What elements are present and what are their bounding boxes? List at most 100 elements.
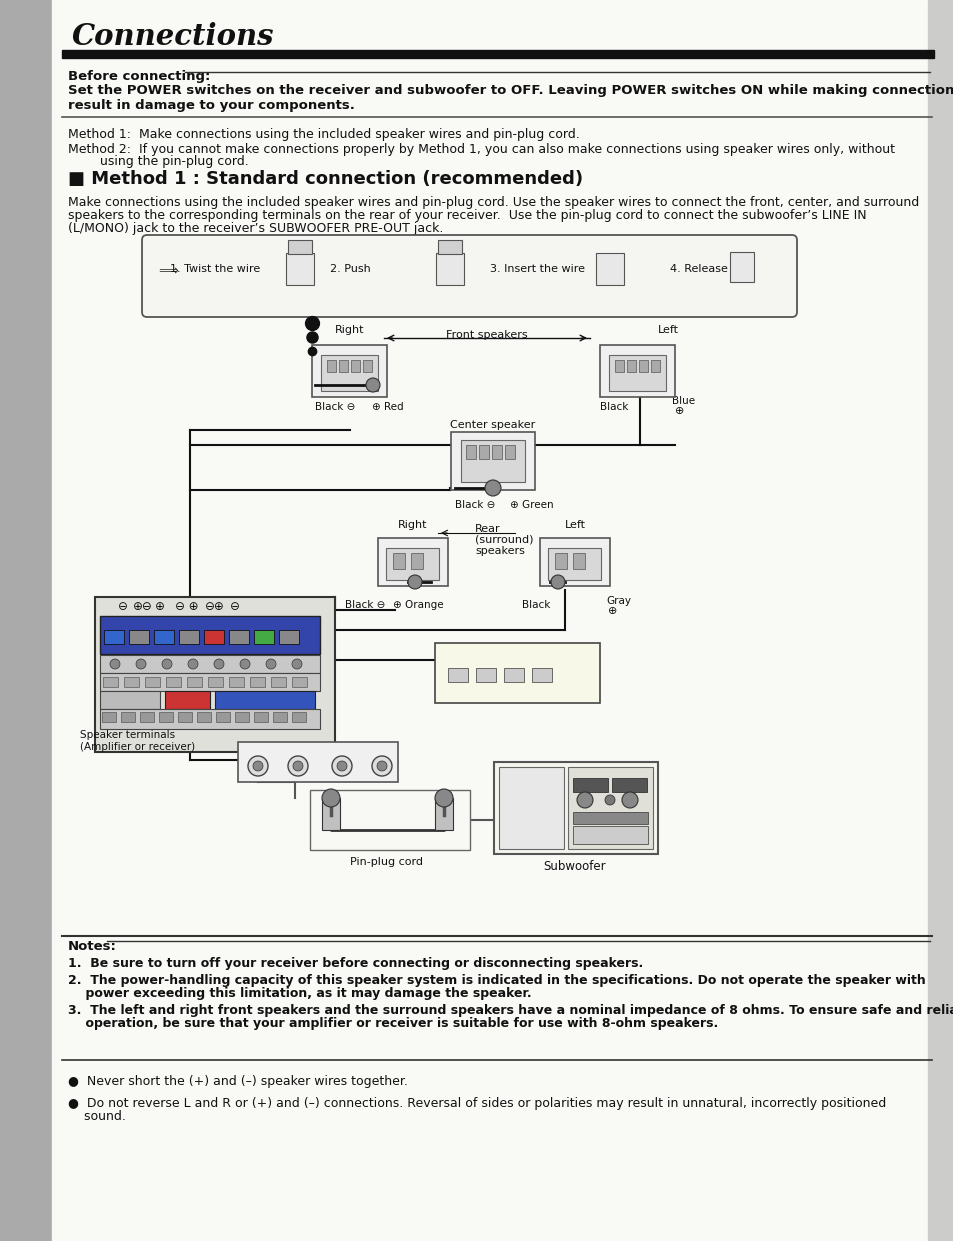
Bar	[386, 549, 438, 580]
Circle shape	[372, 756, 392, 776]
Text: ⟹: ⟹	[158, 264, 177, 278]
Bar	[478, 446, 489, 459]
Text: ⊕: ⊕	[607, 606, 617, 616]
Bar	[229, 630, 249, 644]
Circle shape	[366, 379, 379, 392]
Bar	[573, 827, 647, 844]
Circle shape	[408, 575, 421, 589]
Text: Center speaker: Center speaker	[450, 419, 535, 429]
Text: Method 1:  Make connections using the included speaker wires and pin-plug cord.: Method 1: Make connections using the inc…	[68, 128, 579, 141]
Text: speakers to the corresponding terminals on the rear of your receiver.  Use the p: speakers to the corresponding terminals …	[68, 208, 865, 222]
Bar	[250, 678, 265, 688]
Bar	[608, 355, 665, 391]
Bar	[62, 50, 933, 58]
Text: FRONT SPEAKERS  CENTER SPEAKER: FRONT SPEAKERS CENTER SPEAKER	[101, 618, 213, 623]
Text: + −  + −: + − + −	[497, 661, 538, 670]
Text: ⊕⊖: ⊕⊖	[132, 599, 152, 613]
Bar	[124, 678, 139, 688]
Bar	[140, 712, 153, 722]
Bar	[639, 360, 647, 372]
Circle shape	[376, 761, 387, 771]
Text: ●  Do not reverse L and R or (+) and (–) connections. Reversal of sides or polar: ● Do not reverse L and R or (+) and (–) …	[68, 1097, 885, 1109]
Bar	[234, 712, 249, 722]
Text: 3.  The left and right front speakers and the surround speakers have a nominal i: 3. The left and right front speakers and…	[68, 1004, 953, 1018]
Bar	[492, 446, 501, 459]
Bar	[271, 678, 286, 688]
Bar	[573, 778, 607, 792]
Bar	[159, 712, 172, 722]
Bar	[338, 360, 348, 372]
Text: ⊕: ⊕	[154, 599, 165, 613]
Text: Gray: Gray	[605, 596, 630, 606]
Text: Rear: Rear	[475, 524, 500, 534]
Text: SUB WOOF|R PRE OUT: SUB WOOF|R PRE OUT	[271, 745, 365, 753]
Bar	[292, 678, 307, 688]
Circle shape	[604, 795, 615, 805]
Text: (surround): (surround)	[475, 535, 533, 545]
Bar	[153, 630, 173, 644]
Text: ⊖: ⊖	[118, 599, 128, 613]
Text: ●  Never short the (+) and (–) speaker wires together.: ● Never short the (+) and (–) speaker wi…	[68, 1075, 408, 1088]
Circle shape	[293, 761, 303, 771]
Text: BLU(8-16Ω) BLU  (8-11Ω) S/EEN: BLU(8-16Ω) BLU (8-11Ω) S/EEN	[101, 624, 187, 629]
Text: (Amplifier or receiver): (Amplifier or receiver)	[80, 742, 195, 752]
Text: KENWOOD: KENWOOD	[395, 541, 429, 546]
Text: KENWOOD: KENWOOD	[558, 541, 591, 546]
Bar	[532, 668, 552, 683]
Bar	[100, 673, 319, 691]
Bar	[626, 360, 636, 372]
Bar	[187, 678, 202, 688]
Text: ■ Method 1 : Standard connection (recommended): ■ Method 1 : Standard connection (recomm…	[68, 170, 582, 187]
Text: Black ⊖: Black ⊖	[314, 402, 355, 412]
Bar	[494, 762, 658, 854]
Circle shape	[621, 792, 638, 808]
Text: sound.: sound.	[68, 1109, 126, 1123]
Bar	[650, 360, 659, 372]
Text: 1. Twist the wire: 1. Twist the wire	[170, 264, 260, 274]
Text: Subwoofer: Subwoofer	[543, 860, 606, 872]
Bar	[103, 678, 118, 688]
Circle shape	[248, 756, 268, 776]
Bar	[599, 345, 675, 397]
Bar	[102, 712, 116, 722]
Bar	[539, 539, 609, 586]
Bar	[448, 668, 468, 683]
Bar	[451, 432, 535, 490]
Text: 1.  Be sure to turn off your receiver before connecting or disconnecting speaker: 1. Be sure to turn off your receiver bef…	[68, 957, 642, 970]
Text: KENWOOD: KENWOOD	[332, 347, 365, 352]
Text: (ORANGE)(8-16Ω)(GRAY): (ORANGE)(8-16Ω)(GRAY)	[479, 654, 556, 659]
Bar	[437, 240, 461, 254]
Circle shape	[551, 575, 564, 589]
Text: ⊕: ⊕	[675, 406, 683, 416]
Bar	[100, 655, 319, 673]
Text: ⊕ Red: ⊕ Red	[372, 402, 403, 412]
Text: ⊖⊕: ⊖⊕	[205, 599, 225, 613]
Text: Before connecting:: Before connecting:	[68, 69, 211, 83]
Text: −: −	[537, 665, 545, 674]
Text: Black: Black	[521, 599, 550, 611]
Bar	[567, 767, 652, 849]
Circle shape	[484, 480, 500, 496]
Text: Pin-plug cord: Pin-plug cord	[350, 858, 423, 867]
Bar	[327, 360, 335, 372]
Text: 2. Push: 2. Push	[330, 264, 371, 274]
Bar	[196, 712, 211, 722]
Bar	[273, 712, 287, 722]
Text: Left: Left	[564, 520, 585, 530]
Bar	[555, 553, 566, 570]
Text: KENWOOD: KENWOOD	[591, 769, 628, 774]
Circle shape	[332, 756, 352, 776]
Circle shape	[435, 789, 453, 807]
Bar	[208, 678, 223, 688]
Bar	[596, 253, 623, 285]
Bar	[393, 553, 405, 570]
Text: power exceeding this limitation, as it may damage the speaker.: power exceeding this limitation, as it m…	[68, 987, 531, 1000]
Bar	[503, 668, 523, 683]
Text: Make connections using the included speaker wires and pin-plug cord. Use the spe: Make connections using the included spea…	[68, 196, 919, 208]
Bar	[310, 791, 470, 850]
Bar	[612, 778, 646, 792]
Text: +: +	[510, 665, 517, 674]
Bar	[573, 553, 584, 570]
Text: KENWOOD: KENWOOD	[619, 347, 653, 352]
Bar	[435, 798, 453, 830]
